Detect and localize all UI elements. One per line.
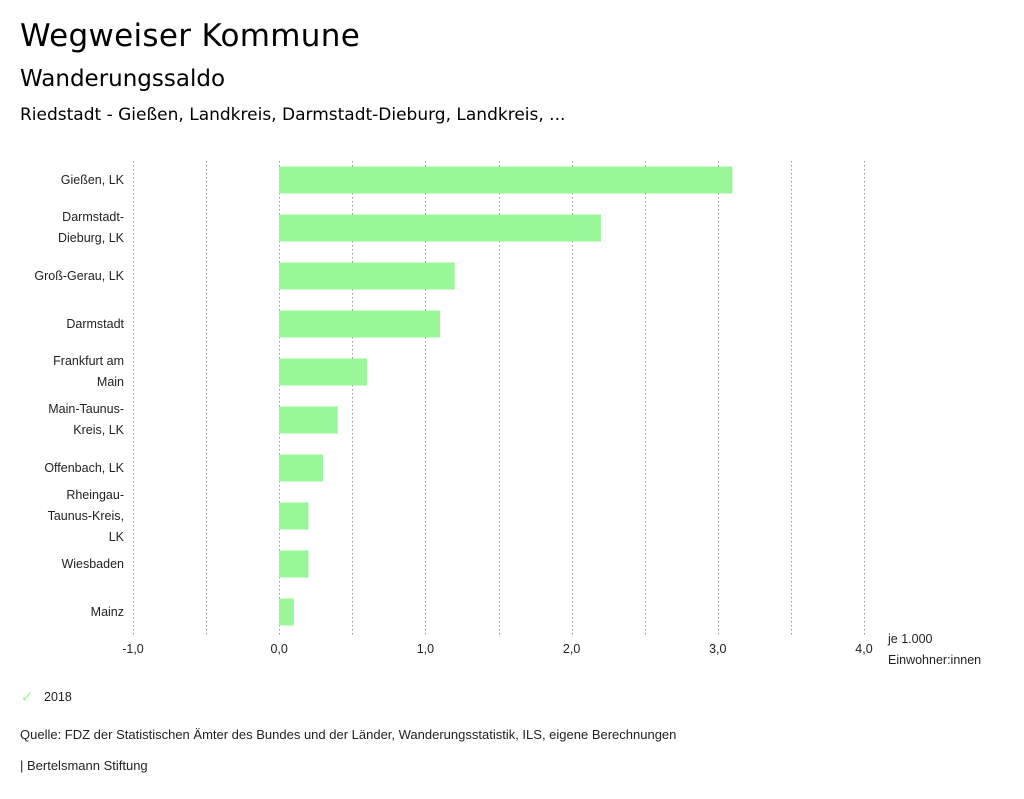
category-label-line: Groß-Gerau, LK [34,268,124,283]
category-label-line: Wiesbaden [61,556,124,571]
category-label: Darmstadt [20,314,124,335]
check-icon[interactable]: ✓ [20,689,34,706]
category-label: Frankfurt am Main [20,351,124,393]
category-label: Groß-Gerau, LK [20,266,124,287]
category-label-line: Rheingau- [66,487,124,502]
category-label-line: Darmstadt [66,316,124,331]
category-label-line: Main-Taunus- [48,402,124,416]
source-note: Quelle: FDZ der Statistischen Ämter des … [20,727,677,742]
bar[interactable] [279,310,441,338]
category-label-line: Taunus-Kreis, [47,508,124,523]
x-axis-unit: je 1.000 Einwohner:innen [888,629,981,671]
x-axis-unit-line-2: Einwohner:innen [888,653,982,667]
bar[interactable] [279,406,338,434]
x-axis-unit-line-1: je 1.000 [888,632,933,646]
category-label-line: Mainz [90,604,124,619]
category-label-line: Main [96,375,124,389]
page-title: Wegweiser Kommune [20,18,361,54]
category-label-line: Gießen, LK [60,172,124,187]
bar[interactable] [279,214,601,242]
credit-note: | Bertelsmann Stiftung [20,758,148,773]
x-tick-label: -1,0 [122,642,144,656]
x-tick-label: 3,0 [709,642,727,656]
chart-subtitle: Wanderungssaldo [20,66,226,92]
bar[interactable] [279,598,294,626]
category-label-line: Dieburg, LK [57,231,124,245]
chart-context: Riedstadt - Gießen, Landkreis, Darmstadt… [20,105,566,125]
bar[interactable] [279,454,324,482]
x-tick-label: 2,0 [562,642,581,656]
legend[interactable]: ✓ 2018 [20,688,72,706]
category-label: Darmstadt- Dieburg, LK [20,207,124,249]
category-label: Rheingau- Taunus-Kreis, LK [20,485,124,548]
x-tick-label: 1,0 [416,642,435,656]
category-label-line: Kreis, LK [73,423,124,437]
x-tick-label: 0,0 [270,642,288,656]
category-label: Mainz [20,602,124,623]
bar[interactable] [279,502,309,530]
bar[interactable] [279,262,455,290]
category-label: Offenbach, LK [20,458,124,479]
bar[interactable] [279,358,367,386]
category-label: Gießen, LK [20,170,124,191]
category-label-line: Darmstadt- [62,210,124,224]
category-label-line: Offenbach, LK [44,460,124,475]
x-tick-label: 4,0 [855,642,873,656]
category-label-line: LK [108,529,124,544]
bars [279,166,733,626]
category-label: Wiesbaden [20,554,124,575]
legend-label: 2018 [44,690,72,704]
bar[interactable] [279,166,733,194]
grid-lines [133,161,865,636]
bar[interactable] [279,550,309,578]
category-label: Main-Taunus- Kreis, LK [20,399,124,441]
category-label-line: Frankfurt am [53,354,124,368]
